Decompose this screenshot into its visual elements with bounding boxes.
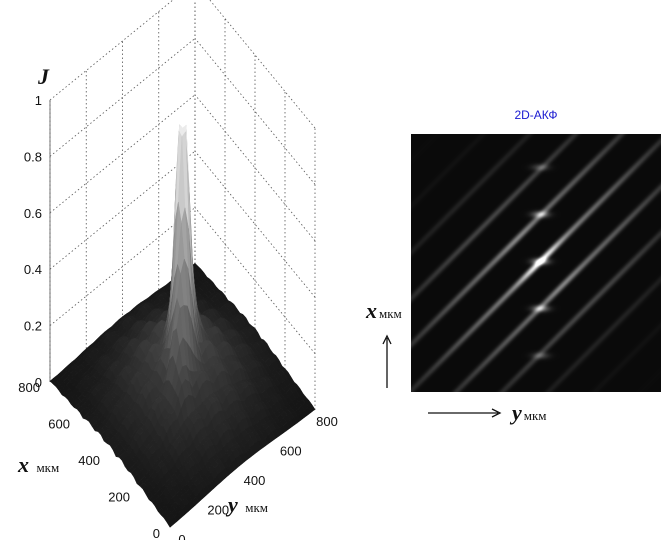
x-tick-label: 0 [153,526,160,540]
acf-x-axis-unit: мкм [379,306,402,321]
x-tick-label: 400 [78,453,100,468]
acf-title: 2D-АКФ [411,108,661,122]
y-tick-label: 200 [207,503,229,518]
y-tick-label: 800 [316,414,338,429]
acf-x-axis-label: x мкм [366,298,402,324]
z-tick-labels: 00.20.40.60.81 [24,93,42,390]
acf-x-arrow-icon [380,334,394,390]
z-axis-label: J [37,64,50,89]
x-tick-label: 600 [48,417,70,432]
z-tick-label: 0.2 [24,319,42,334]
z-tick-label: 0.6 [24,206,42,221]
acf-y-axis-label: y мкм [512,400,547,426]
y-tick-label: 400 [244,473,266,488]
y-axis-label: y мкм [225,492,268,517]
y-axis-unit: мкм [245,500,268,515]
acf-y-axis-symbol: y [512,400,522,425]
x-tick-label: 200 [108,490,130,505]
x-axis-symbol: x [17,452,29,477]
y-tick-label: 600 [280,444,302,459]
z-tick-label: 0.8 [24,149,42,164]
x-axis-unit: мкм [36,460,59,475]
y-tick-label: 0 [178,532,185,540]
z-tick-label: 0.4 [24,262,42,277]
acf-y-arrow-icon [426,406,502,420]
x-tick-label: 800 [18,380,40,395]
x-axis-label: x мкм [17,452,59,477]
acf-y-axis-unit: мкм [524,408,547,423]
acf-heatmap [411,134,661,392]
z-tick-label: 1 [35,93,42,108]
acf-x-axis-symbol: x [366,298,377,323]
